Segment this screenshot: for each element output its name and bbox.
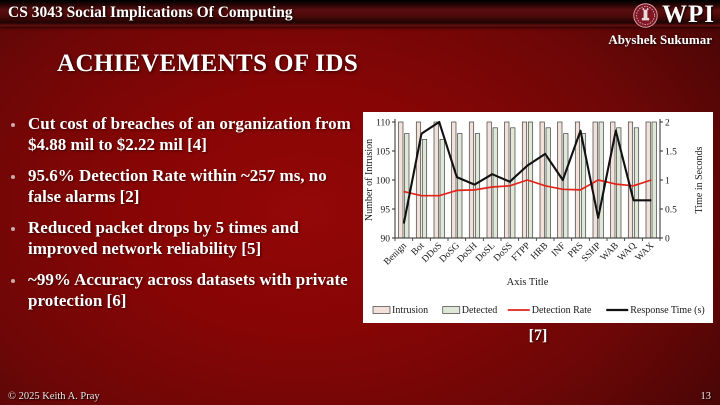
svg-text:DoSL: DoSL (474, 241, 497, 264)
svg-text:95: 95 (381, 205, 391, 215)
slide-number: 13 (700, 391, 712, 402)
bullet-item: 95.6% Detection Rate within ~257 ms, no … (26, 166, 358, 207)
wpi-seal-icon (633, 2, 658, 28)
svg-text:INF: INF (550, 241, 568, 259)
bullet-list: Cut cost of breaches of an organization … (6, 114, 358, 312)
footer-copyright: © 2025 Keith A. Pray (8, 391, 100, 402)
svg-text:105: 105 (376, 147, 391, 157)
svg-text:100: 100 (376, 176, 391, 186)
svg-text:90: 90 (381, 234, 391, 244)
svg-text:HRB: HRB (529, 241, 550, 262)
svg-text:1: 1 (665, 176, 670, 186)
svg-text:SSHP: SSHP (580, 241, 603, 264)
svg-text:WAB: WAB (599, 241, 621, 263)
svg-text:0.5: 0.5 (665, 205, 677, 215)
bullet-item: Cut cost of breaches of an organization … (26, 114, 358, 155)
svg-text:DoSH: DoSH (456, 241, 480, 265)
wpi-logo-text: WPI (662, 1, 715, 28)
svg-text:Time in Seconds: Time in Seconds (694, 146, 705, 213)
svg-text:0: 0 (665, 234, 670, 244)
svg-text:Axis Title: Axis Title (507, 277, 549, 288)
svg-text:Intrusion: Intrusion (392, 305, 428, 316)
svg-text:Benign: Benign (382, 241, 409, 268)
svg-text:FTPP: FTPP (510, 241, 532, 263)
svg-text:Detected: Detected (462, 305, 498, 316)
svg-text:Response Time (s): Response Time (s) (630, 305, 704, 316)
course-title: CS 3043 Social Implications Of Computing (8, 4, 293, 21)
bullet-item: ~99% Accuracy across datasets with priva… (26, 270, 358, 311)
svg-text:DoSS: DoSS (492, 241, 515, 264)
header-bar (0, 0, 720, 27)
svg-text:2: 2 (665, 118, 670, 128)
chart-citation: [7] (528, 327, 548, 344)
svg-text:1.5: 1.5 (665, 147, 677, 157)
wpi-logo: WPI (633, 1, 715, 29)
bullet-item: Reduced packet drops by 5 times and impr… (26, 218, 358, 259)
slide-title: ACHIEVEMENTS OF IDS (57, 50, 359, 77)
svg-text:WAX: WAX (634, 241, 656, 263)
svg-text:Detection Rate: Detection Rate (532, 305, 592, 316)
svg-text:110: 110 (376, 118, 390, 128)
bullet-section: Cut cost of breaches of an organization … (6, 114, 358, 323)
svg-text:WAQ: WAQ (616, 241, 638, 263)
author-name: Abyshek Sukumar (608, 32, 712, 47)
svg-text:Number of Intrusion: Number of Intrusion (364, 139, 375, 221)
chart-card: 90 95 100 105 110 0 0.5 1 1.5 2 Benign Bot DDoS DoSG D… (363, 112, 713, 323)
